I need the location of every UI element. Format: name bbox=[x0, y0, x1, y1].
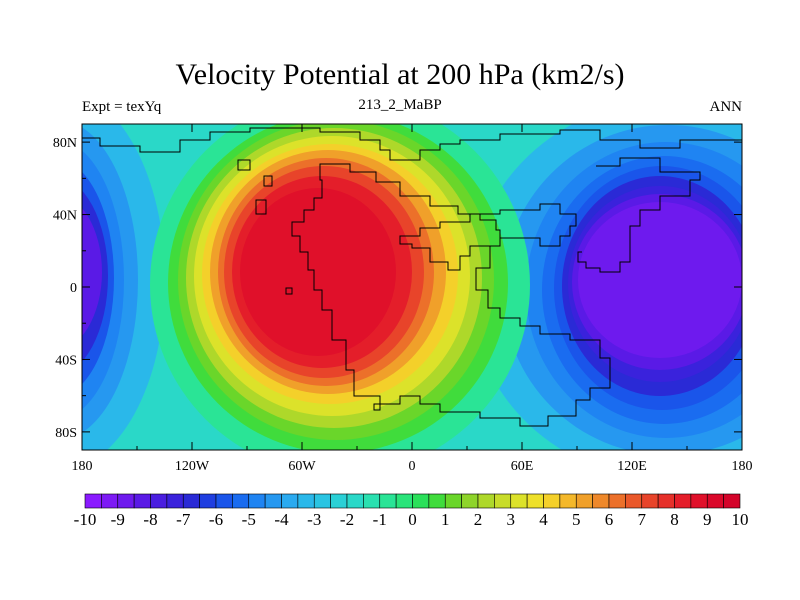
colorbar-swatch bbox=[444, 493, 462, 509]
colorbar-swatch bbox=[543, 493, 561, 509]
x-tick-label: 60W bbox=[288, 459, 316, 474]
case-label: 213_2_MaBP bbox=[358, 97, 442, 113]
colorbar-label: -10 bbox=[74, 510, 97, 529]
colorbar-swatch bbox=[526, 493, 544, 509]
y-tick-label: 0 bbox=[70, 281, 77, 296]
colorbar-swatch bbox=[428, 493, 446, 509]
colorbar-swatch bbox=[723, 493, 741, 509]
experiment-label: Expt = texYq bbox=[82, 99, 162, 115]
colorbar-swatch bbox=[313, 493, 331, 509]
y-axis: 80N 40N 0 40S 80S bbox=[53, 136, 742, 441]
x-tick-label: 60E bbox=[511, 459, 534, 474]
colorbar-label: 10 bbox=[732, 510, 749, 529]
colorbar-swatch bbox=[346, 493, 364, 509]
colorbar-label: 6 bbox=[605, 510, 614, 529]
colorbar-label: 9 bbox=[703, 510, 712, 529]
colorbar-swatch bbox=[182, 493, 200, 509]
season-label: ANN bbox=[709, 99, 743, 115]
coastline-island-2 bbox=[263, 175, 273, 187]
y-tick-label: 80S bbox=[55, 426, 77, 441]
colorbar-swatch bbox=[461, 493, 479, 509]
colorbar-swatch bbox=[379, 493, 397, 509]
colorbar-swatch bbox=[117, 493, 135, 509]
colorbar-label: -9 bbox=[111, 510, 125, 529]
coastline-africa-europe bbox=[291, 163, 611, 427]
continent-outlines bbox=[82, 124, 742, 427]
colorbar-swatch bbox=[395, 493, 413, 509]
y-tick-label: 40N bbox=[53, 209, 77, 224]
coastline-island-4 bbox=[285, 287, 293, 295]
colorbar-swatch bbox=[84, 493, 102, 509]
velocity-potential-minimum-west bbox=[82, 124, 165, 450]
colorbar-label: 0 bbox=[408, 510, 417, 529]
colorbar-swatch bbox=[297, 493, 315, 509]
coastline-asia bbox=[399, 203, 577, 271]
y-tick-label: 80N bbox=[53, 136, 77, 151]
colorbar-label: 1 bbox=[441, 510, 450, 529]
colorbar-label: -3 bbox=[307, 510, 321, 529]
coastline-island-1 bbox=[237, 159, 251, 171]
x-tick-label: 120W bbox=[175, 459, 210, 474]
colorbar-label: 3 bbox=[507, 510, 516, 529]
map-title: Velocity Potential at 200 hPa (km2/s) bbox=[175, 58, 625, 91]
x-tick-label: 120E bbox=[617, 459, 647, 474]
colorbar-swatch bbox=[264, 493, 282, 509]
colorbar-swatch bbox=[674, 493, 692, 509]
colorbar-label: 7 bbox=[638, 510, 647, 529]
colorbar-label: 5 bbox=[572, 510, 581, 529]
colorbar-swatch bbox=[559, 493, 577, 509]
contour-field bbox=[82, 124, 742, 450]
colorbar-swatch bbox=[199, 493, 217, 509]
colorbar-swatch bbox=[706, 493, 724, 509]
colorbar-swatch bbox=[592, 493, 610, 509]
colorbar-swatch bbox=[150, 493, 168, 509]
colorbar-label: -8 bbox=[143, 510, 157, 529]
colorbar-swatch bbox=[608, 493, 626, 509]
colorbar-swatch bbox=[330, 493, 348, 509]
colorbar-swatch bbox=[133, 493, 151, 509]
colorbar-label: -2 bbox=[340, 510, 354, 529]
colorbar-swatch bbox=[248, 493, 266, 509]
colorbar-swatch bbox=[166, 493, 184, 509]
colorbar-swatch bbox=[363, 493, 381, 509]
velocity-potential-minimum-east bbox=[470, 124, 742, 450]
colorbar-swatch bbox=[215, 493, 233, 509]
x-tick-label: 0 bbox=[409, 459, 416, 474]
y-tick-label: 40S bbox=[55, 353, 77, 368]
colorbar-swatch bbox=[494, 493, 512, 509]
colorbar-swatch bbox=[690, 493, 708, 509]
colorbar-label: 8 bbox=[670, 510, 679, 529]
coastline-island-3 bbox=[255, 199, 267, 215]
colorbar: -10 -9 -8 -7 -6 -5 -4 -3 -2 -1 0 1 2 3 4 5 6 7 8 9 10 bbox=[74, 493, 749, 529]
colorbar-swatch bbox=[510, 493, 528, 509]
colorbar-swatch bbox=[657, 493, 675, 509]
x-tick-label: 180 bbox=[732, 459, 753, 474]
colorbar-label: -6 bbox=[209, 510, 223, 529]
colorbar-label: 2 bbox=[474, 510, 483, 529]
colorbar-label: -7 bbox=[176, 510, 191, 529]
colorbar-swatch bbox=[477, 493, 495, 509]
colorbar-label: -4 bbox=[274, 510, 289, 529]
coastline-eastern bbox=[577, 157, 701, 273]
velocity-potential-maximum bbox=[150, 124, 530, 450]
colorbar-label: -5 bbox=[242, 510, 256, 529]
colorbar-swatch bbox=[412, 493, 430, 509]
colorbar-swatch bbox=[625, 493, 643, 509]
coastline-northern bbox=[82, 124, 742, 161]
colorbar-swatch bbox=[101, 493, 119, 509]
colorbar-label: 4 bbox=[539, 510, 548, 529]
x-axis: 180 120W 60W 0 60E 120E 180 bbox=[72, 124, 753, 474]
colorbar-swatch bbox=[281, 493, 299, 509]
x-tick-label: 180 bbox=[72, 459, 93, 474]
colorbar-swatch bbox=[575, 493, 593, 509]
colorbar-swatch bbox=[232, 493, 250, 509]
colorbar-swatch bbox=[641, 493, 659, 509]
colorbar-label: -1 bbox=[373, 510, 387, 529]
